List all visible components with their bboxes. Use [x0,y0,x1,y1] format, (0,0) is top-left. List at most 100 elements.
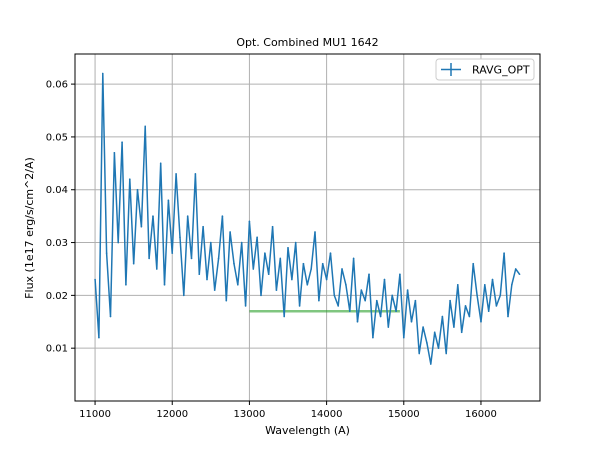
x-tick-label: 15000 [388,409,420,420]
data-point [291,278,293,281]
data-point [410,320,413,323]
data-point [356,320,359,323]
data-point [445,352,448,355]
data-point [202,225,204,228]
data-point [372,336,374,339]
data-point [252,268,255,270]
data-point [163,284,166,286]
data-point [399,273,401,276]
data-point [395,310,397,313]
legend-box [435,58,535,81]
data-point [318,299,320,302]
data-point [499,294,502,297]
x-tick-label: 11000 [79,409,111,420]
data-point [283,315,285,318]
data-point [402,336,405,339]
y-tick-label: 0.01 [46,344,68,355]
data-point [198,273,201,276]
data-point [514,268,517,270]
data-point [348,310,351,313]
data-point [190,257,193,260]
data-point [422,326,424,328]
data-point [217,257,220,260]
data-point [345,284,347,286]
data-point [310,268,312,270]
data-point [453,326,455,328]
data-point [221,215,224,217]
data-point [210,241,212,244]
data-point [206,278,208,281]
data-point [109,315,112,318]
data-point [186,215,189,217]
data-point [518,273,521,276]
data-point [279,257,282,260]
x-axis-label: Wavelength (A) [265,424,350,437]
data-point [433,331,436,334]
data-point [333,294,336,297]
data-point [341,268,343,270]
data-point [244,305,247,307]
data-point [491,278,494,281]
data-point [113,151,116,154]
data-point [171,252,174,254]
data-point [152,215,154,217]
data-point [175,173,177,175]
series-group [94,72,521,365]
data-point [352,257,355,260]
data-point [457,284,459,286]
data-point [140,225,143,228]
data-point [128,178,131,180]
data-point [480,320,482,323]
data-point [94,278,96,281]
data-point [511,284,513,286]
data-point [383,278,386,281]
data-point [287,247,289,249]
data-point [132,262,135,265]
data-point [229,231,231,233]
x-tick-label: 16000 [465,409,497,420]
data-point [260,294,262,297]
data-point [441,315,444,318]
data-point [391,294,394,297]
y-tick-label: 0.02 [46,291,68,302]
data-point [379,315,382,318]
series-line-ravg_opt [94,72,521,365]
data-point [429,363,432,365]
data-point [306,284,309,286]
plot-frame [74,53,541,402]
y-tick-label: 0.04 [46,185,68,196]
data-point [449,299,451,302]
data-point [460,331,463,334]
data-point [167,199,170,202]
data-point [507,315,509,318]
data-point [156,268,158,270]
data-point [321,262,324,265]
data-point [125,284,127,286]
data-point [387,326,390,328]
data-point [368,273,370,276]
data-point [337,305,339,307]
data-point [406,289,409,291]
data-point [237,284,239,286]
legend-label: RAVG_OPT [472,64,530,77]
data-point [294,241,297,244]
y-axis-label: Flux (1e17 erg/s/cm^2/A) [23,157,36,299]
data-point [426,342,428,344]
data-point [360,289,363,291]
x-tick-label: 12000 [156,409,188,420]
y-tick-label: 0.05 [46,132,68,143]
data-point [298,305,301,307]
y-tick-label: 0.03 [46,238,68,249]
x-ticks: 11000 12000 13000 14000 15000 16000 [79,401,497,420]
chart-title: Opt. Combined MU1 1642 [236,36,378,49]
data-point [117,241,120,244]
data-point [418,352,421,355]
data-point [484,284,486,286]
data-point [275,289,278,291]
data-point [194,173,197,175]
data-point [414,299,417,302]
data-point [464,305,467,307]
data-point [101,72,104,75]
data-point [248,220,251,223]
